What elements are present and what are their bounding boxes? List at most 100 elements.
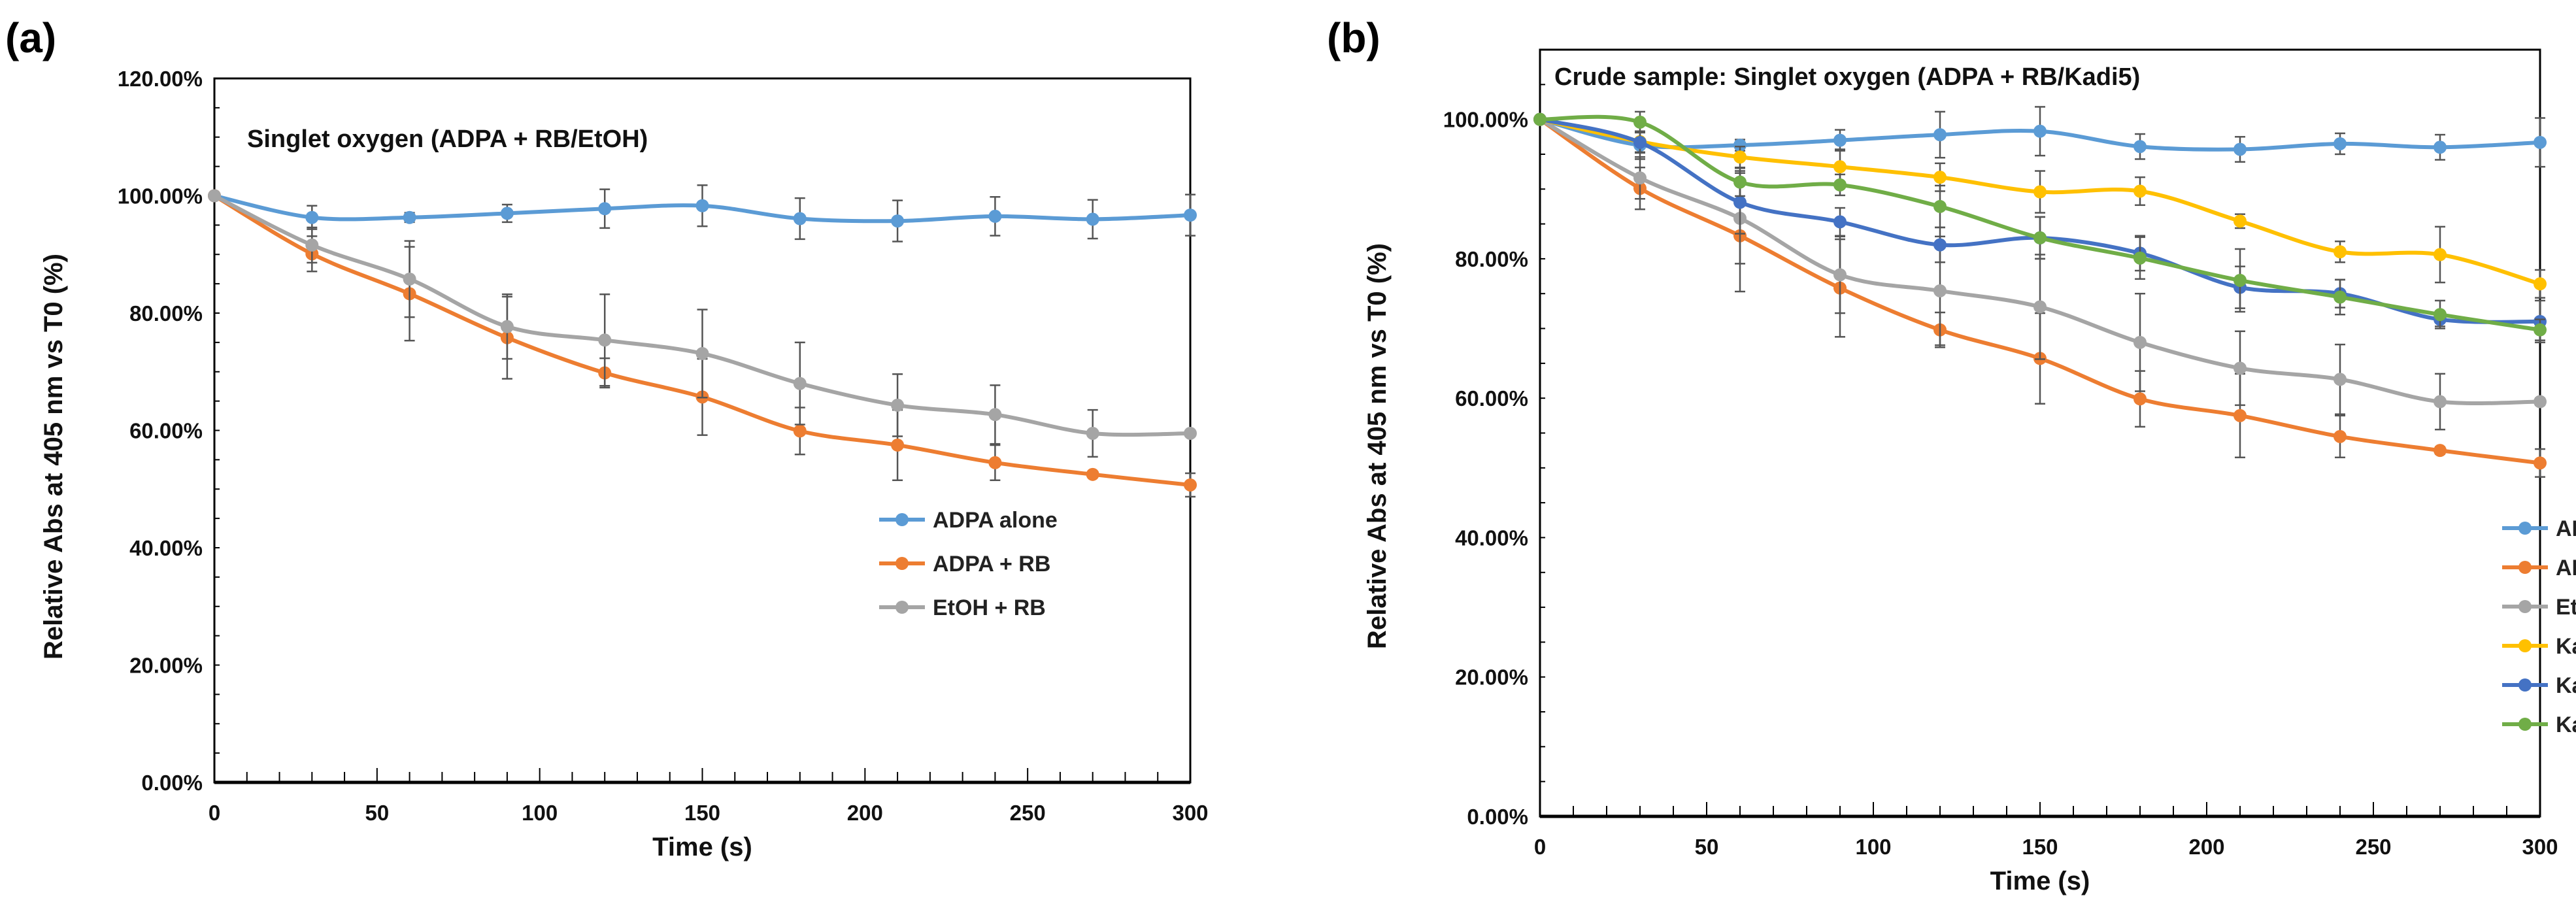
data-point: [793, 424, 807, 438]
series-kadi5-4-44-g: [1533, 110, 2547, 341]
legend-item: Kadi5 44.44µg: [2502, 634, 2576, 659]
data-point: [793, 212, 807, 226]
x-tick-label: 300: [1172, 801, 1208, 825]
data-point: [2133, 392, 2147, 406]
y-axis-label: Relative Abs at 405 nm vs T0 (%): [1363, 243, 1392, 649]
data-point: [1833, 268, 1847, 282]
plot-frame: [1539, 48, 2541, 818]
legend-marker: [2518, 718, 2532, 731]
data-point: [2333, 137, 2347, 150]
data-point: [988, 456, 1002, 469]
legend-label: ADPA alone: [933, 508, 1058, 533]
legend-item: Kadi5 4.44µg: [2502, 712, 2576, 737]
y-tick-label: 120.00%: [118, 67, 203, 91]
data-point: [1833, 215, 1847, 229]
data-point: [1833, 178, 1847, 192]
data-point: [305, 210, 319, 224]
data-point: [500, 320, 514, 333]
x-tick-label: 200: [847, 801, 883, 825]
series-adpa-alone: [208, 184, 1197, 242]
y-tick-label: 100.00%: [1443, 108, 1528, 132]
data-point: [2033, 231, 2047, 244]
data-point: [2434, 444, 2447, 458]
data-point: [891, 438, 905, 452]
data-point: [2534, 395, 2547, 409]
data-point: [305, 238, 319, 252]
data-point: [1184, 426, 1197, 440]
data-point: [1933, 199, 1947, 213]
data-point: [2534, 456, 2547, 470]
legend-marker: [895, 557, 909, 570]
legend-marker: [2518, 678, 2532, 692]
data-point: [891, 214, 905, 228]
data-point: [2534, 277, 2547, 291]
y-axis-label: Relative Abs at 405 nm vs T0 (%): [39, 254, 68, 660]
y-tick-label: 60.00%: [1455, 386, 1528, 410]
legend-label: EtOH + RB: [933, 595, 1046, 620]
x-axis-label: Time (s): [1990, 867, 2090, 895]
legend-item: ADPA + RB: [879, 552, 1050, 576]
data-point: [2233, 361, 2247, 375]
legend-label: Kadi5 4.44µg: [2556, 712, 2576, 737]
data-point: [1733, 150, 1747, 164]
data-point: [1933, 284, 1947, 297]
legend-item: ADPA alone: [2502, 516, 2576, 541]
data-point: [1533, 112, 1547, 126]
x-tick-label: 200: [2188, 835, 2224, 859]
x-tick-label: 0: [209, 801, 220, 825]
series-etoh-rb: [208, 189, 1197, 458]
legend-item: EtOH + RB: [879, 595, 1046, 620]
data-point: [2133, 251, 2147, 265]
legend-marker: [2518, 522, 2532, 535]
data-point: [1833, 133, 1847, 147]
data-point: [2133, 335, 2147, 349]
data-point: [2333, 373, 2347, 386]
legend-label: EtOH + RB: [2556, 595, 2576, 620]
data-point: [208, 189, 221, 203]
data-point: [988, 209, 1002, 223]
legend-marker: [895, 513, 909, 526]
panel-label: (a): [5, 14, 56, 61]
data-point: [598, 333, 612, 347]
data-point: [1633, 115, 1647, 129]
data-point: [2133, 184, 2147, 198]
x-tick-label: 0: [1534, 835, 1546, 859]
series-etoh-rb: [1533, 112, 2547, 431]
y-tick-label: 80.00%: [129, 301, 203, 326]
y-tick-label: 100.00%: [118, 184, 203, 209]
data-point: [988, 408, 1002, 422]
legend-item: ADPA + RB: [2502, 556, 2576, 580]
data-point: [793, 376, 807, 390]
x-tick-label: 250: [1010, 801, 1046, 825]
y-tick-label: 20.00%: [1455, 665, 1528, 690]
data-point: [2333, 245, 2347, 259]
x-tick-label: 300: [2522, 835, 2558, 859]
data-point: [1633, 135, 1647, 149]
legend-label: ADPA alone: [2556, 516, 2576, 541]
legend-marker: [2518, 600, 2532, 613]
x-tick-label: 100: [1855, 835, 1891, 859]
data-point: [2434, 141, 2447, 154]
data-point: [2033, 185, 2047, 199]
data-point: [598, 202, 612, 216]
x-tick-label: 50: [1695, 835, 1719, 859]
data-point: [695, 199, 709, 212]
legend-marker: [2518, 561, 2532, 574]
chart-panel-b: (b) 0 50 100 150 200 250 300 0.00% 20.00% 40.00% 60…: [1327, 14, 2576, 895]
data-point: [2133, 140, 2147, 154]
panel-label: (b): [1327, 14, 1380, 61]
x-tick-label: 100: [522, 801, 558, 825]
data-point: [1086, 426, 1099, 440]
x-tick-label: 250: [2355, 835, 2391, 859]
y-tick-label: 40.00%: [129, 536, 203, 560]
legend-label: ADPA + RB: [933, 552, 1050, 576]
x-axis-label: Time (s): [652, 833, 752, 861]
series-adpa-alone: [1533, 106, 2547, 168]
legend-item: ADPA alone: [879, 508, 1058, 533]
data-point: [1933, 238, 1947, 252]
data-point: [2534, 135, 2547, 149]
legend-marker: [2518, 639, 2532, 652]
y-tick-label: 20.00%: [129, 654, 203, 678]
y-tick-label: 60.00%: [129, 419, 203, 443]
legend-label: ADPA + RB: [2556, 556, 2576, 580]
